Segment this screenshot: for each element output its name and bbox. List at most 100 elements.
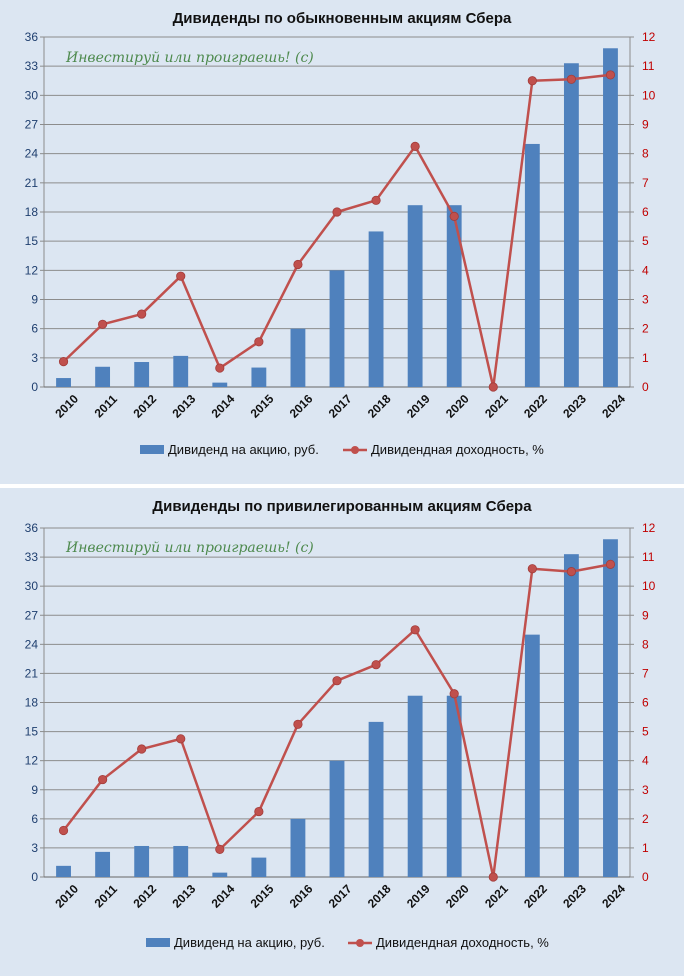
left-axis-tick-label: 30: [25, 579, 39, 593]
left-axis-tick-label: 12: [25, 754, 39, 768]
right-axis-tick-label: 7: [642, 176, 649, 190]
right-axis-tick-label: 2: [642, 322, 649, 336]
legend-line-label: Дивидендная доходность, %: [376, 935, 549, 950]
left-axis-tick-label: 33: [25, 59, 39, 73]
x-axis-label-2020: 2020: [443, 882, 472, 911]
right-axis-tick-label: 10: [642, 579, 656, 593]
x-axis-label-2010: 2010: [52, 392, 81, 421]
left-axis-tick-label: 9: [31, 783, 38, 797]
x-axis-label-2013: 2013: [170, 392, 199, 421]
bar-2019: [407, 695, 423, 877]
bar-2015: [251, 857, 267, 877]
yield-point-2024: [605, 70, 616, 80]
watermark-text: Инвестируй или проиграешь! (с): [65, 50, 314, 66]
x-axis-label-2010: 2010: [52, 882, 81, 911]
yield-point-2022: [527, 564, 537, 574]
bar-2012: [134, 362, 150, 387]
bar-2022: [524, 143, 540, 387]
right-axis-tick-label: 12: [642, 521, 656, 535]
yield-point-2018: [371, 195, 381, 205]
bar-2013: [173, 355, 189, 387]
x-axis-label-2016: 2016: [287, 882, 316, 911]
left-axis-tick-label: 15: [25, 725, 39, 739]
bar-2011: [95, 851, 111, 877]
x-axis-label-2014: 2014: [209, 392, 238, 421]
x-axis-label-2011: 2011: [92, 882, 121, 911]
left-axis-tick-label: 0: [31, 870, 38, 884]
right-axis-tick-label: 3: [642, 783, 649, 797]
right-axis-tick-label: 8: [642, 637, 649, 651]
right-axis-tick-label: 9: [642, 118, 649, 132]
legend-bar-swatch: [140, 445, 164, 454]
bar-2020: [446, 205, 462, 387]
right-axis-tick-label: 4: [642, 263, 649, 277]
x-axis-label-2012: 2012: [130, 392, 159, 421]
left-axis-tick-label: 27: [25, 118, 39, 132]
bar-2022: [524, 634, 540, 877]
bar-2024: [603, 539, 618, 877]
x-axis-label-2019: 2019: [404, 392, 433, 421]
yield-point-2020: [449, 689, 459, 699]
x-axis-label-2017: 2017: [326, 882, 355, 911]
x-axis-label-2021: 2021: [482, 882, 511, 911]
x-axis-label-2020: 2020: [443, 392, 472, 421]
chart-title: Дивиденды по привилегированным акциям Сб…: [152, 498, 532, 515]
yield-point-2023: [566, 567, 577, 577]
right-axis-tick-label: 10: [642, 88, 656, 102]
x-axis-label-2014: 2014: [209, 882, 238, 911]
yield-point-2016: [293, 719, 303, 729]
yield-point-2017: [332, 676, 342, 686]
bar-2018: [368, 231, 384, 387]
left-axis-tick-label: 6: [31, 322, 38, 336]
bar-2017: [329, 760, 345, 877]
bar-2010: [56, 378, 71, 387]
yield-point-2011: [98, 319, 108, 329]
yield-point-2010: [58, 357, 69, 367]
x-axis-label-2016: 2016: [287, 392, 316, 421]
yield-point-2024: [605, 559, 616, 569]
right-axis-tick-label: 4: [642, 754, 649, 768]
x-axis-label-2023: 2023: [560, 392, 589, 421]
bar-2011: [95, 366, 111, 387]
right-axis-tick-label: 3: [642, 293, 649, 307]
yield-point-2011: [98, 774, 108, 785]
right-axis-tick-label: 7: [642, 666, 649, 680]
left-axis-tick-label: 30: [25, 88, 39, 102]
right-axis-tick-label: 12: [642, 30, 656, 44]
right-axis-tick-label: 2: [642, 812, 649, 826]
right-axis-tick-label: 0: [642, 380, 649, 394]
left-axis-tick-label: 6: [31, 812, 38, 826]
x-axis-label-2011: 2011: [92, 392, 121, 421]
bar-2017: [329, 270, 345, 387]
chart-panel-ordinary: Дивиденды по обыкновенным акциям Сбера 0 3…: [0, 0, 684, 484]
yield-point-2013: [176, 271, 186, 281]
yield-point-2018: [371, 660, 381, 670]
bar-2016: [290, 818, 306, 877]
yield-point-2021: [488, 872, 498, 882]
yield-point-2012: [137, 309, 147, 319]
legend-bar-label: Дивиденд на акцию, руб.: [174, 935, 325, 950]
x-axis-label-2015: 2015: [248, 392, 277, 421]
yield-point-2012: [137, 744, 147, 754]
x-axis-label-2021: 2021: [482, 392, 511, 421]
left-axis-tick-label: 0: [31, 380, 38, 394]
chart-title: Дивиденды по обыкновенным акциям Сбера: [173, 10, 512, 27]
right-axis-tick-label: 5: [642, 234, 649, 248]
legend: Дивиденд на акцию, руб. Дивидендная доход…: [146, 935, 549, 950]
right-axis-tick-label: 1: [642, 841, 649, 855]
yield-point-2010: [58, 825, 69, 836]
right-axis-tick-label: 6: [642, 205, 649, 219]
left-axis-tick-label: 3: [31, 351, 38, 365]
chart-panel-preferred: Дивиденды по привилегированным акциям Сб…: [0, 488, 684, 976]
right-axis-tick-label: 5: [642, 725, 649, 739]
x-axis-label-2018: 2018: [365, 392, 394, 421]
watermark-text: Инвестируй или проиграешь! (с): [65, 540, 314, 556]
yield-point-2014: [215, 363, 225, 373]
chart-preferred-shares: Дивиденды по привилегированным акциям Сб…: [25, 498, 656, 950]
left-axis-tick-label: 33: [25, 550, 39, 564]
yield-point-2019: [410, 141, 420, 151]
bar-2023: [563, 63, 579, 387]
legend: Дивиденд на акцию, руб. Дивидендная доход…: [140, 442, 544, 457]
yield-point-2019: [410, 625, 420, 635]
left-axis-tick-label: 36: [25, 521, 39, 535]
